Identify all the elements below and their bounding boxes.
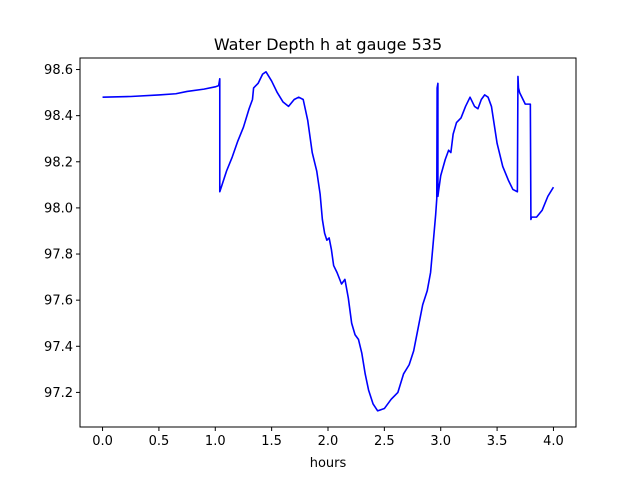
x-tick-label: 3.0 [430,434,451,449]
x-axis-ticks: 0.0 0.5 1.0 1.5 2.0 2.5 3.0 3.5 4.0 [92,427,564,449]
x-tick-label: 0.0 [92,434,113,449]
y-tick-label: 97.2 [44,386,73,401]
x-axis-label: hours [310,456,347,471]
y-tick-label: 98.4 [44,109,73,124]
x-tick-label: 4.0 [543,434,564,449]
chart-title: Water Depth h at gauge 535 [214,35,442,54]
y-tick-label: 97.8 [44,248,73,263]
y-tick-label: 97.6 [44,294,73,309]
plot-layer [102,71,555,412]
x-tick-label: 1.5 [261,434,282,449]
y-tick-label: 98.6 [44,63,73,78]
water-depth-line [102,71,555,412]
x-tick-label: 3.5 [487,434,508,449]
y-tick-label: 98.0 [44,201,73,216]
y-axis-ticks: 97.2 97.4 97.6 97.8 98.0 98.2 98.4 98.6 [44,63,80,401]
x-tick-label: 2.0 [318,434,339,449]
x-tick-label: 0.5 [149,434,170,449]
x-tick-label: 1.0 [205,434,226,449]
x-tick-label: 2.5 [374,434,395,449]
plot-frame [79,57,577,428]
y-tick-label: 97.4 [44,340,73,355]
y-tick-label: 98.2 [44,155,73,170]
